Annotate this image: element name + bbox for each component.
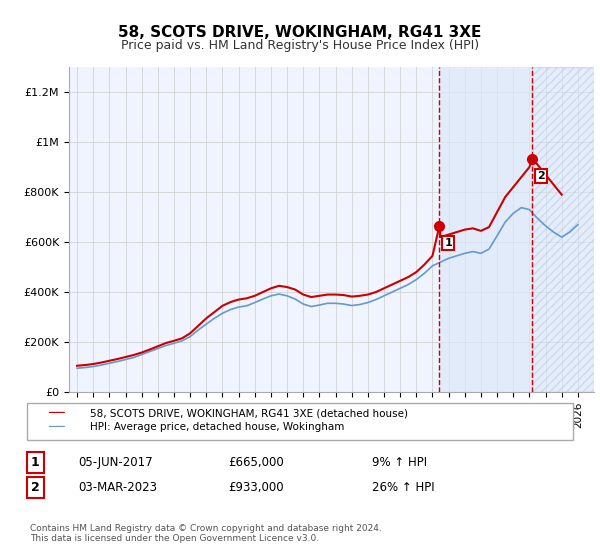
Text: 05-JUN-2017: 05-JUN-2017 [78,456,152,469]
Text: ──: ── [48,408,65,422]
Bar [532,67,594,392]
Text: Contains HM Land Registry data © Crown copyright and database right 2024.
This d: Contains HM Land Registry data © Crown c… [30,524,382,543]
Text: HPI: Average price, detached house, Wokingham: HPI: Average price, detached house, Woki… [90,423,344,433]
Text: HPI: Average price, detached house, Wokingham: HPI: Average price, detached house, Woki… [90,422,344,432]
Text: ──: ── [48,420,65,435]
Text: ──: ── [48,407,65,420]
Text: 1: 1 [444,238,452,248]
Text: 2: 2 [31,481,40,494]
Text: 26% ↑ HPI: 26% ↑ HPI [372,481,434,494]
Text: 58, SCOTS DRIVE, WOKINGHAM, RG41 3XE: 58, SCOTS DRIVE, WOKINGHAM, RG41 3XE [118,25,482,40]
Text: 2: 2 [537,171,545,181]
Text: Price paid vs. HM Land Registry's House Price Index (HPI): Price paid vs. HM Land Registry's House … [121,39,479,52]
Text: 1: 1 [31,456,40,469]
Text: ──: ── [48,422,65,436]
Bar [439,67,532,392]
Text: 03-MAR-2023: 03-MAR-2023 [78,481,157,494]
Text: £933,000: £933,000 [228,481,284,494]
Text: 58, SCOTS DRIVE, WOKINGHAM, RG41 3XE (detached house): 58, SCOTS DRIVE, WOKINGHAM, RG41 3XE (de… [90,408,408,418]
Text: £665,000: £665,000 [228,456,284,469]
Text: 9% ↑ HPI: 9% ↑ HPI [372,456,427,469]
Text: 58, SCOTS DRIVE, WOKINGHAM, RG41 3XE (detached house): 58, SCOTS DRIVE, WOKINGHAM, RG41 3XE (de… [90,409,408,419]
